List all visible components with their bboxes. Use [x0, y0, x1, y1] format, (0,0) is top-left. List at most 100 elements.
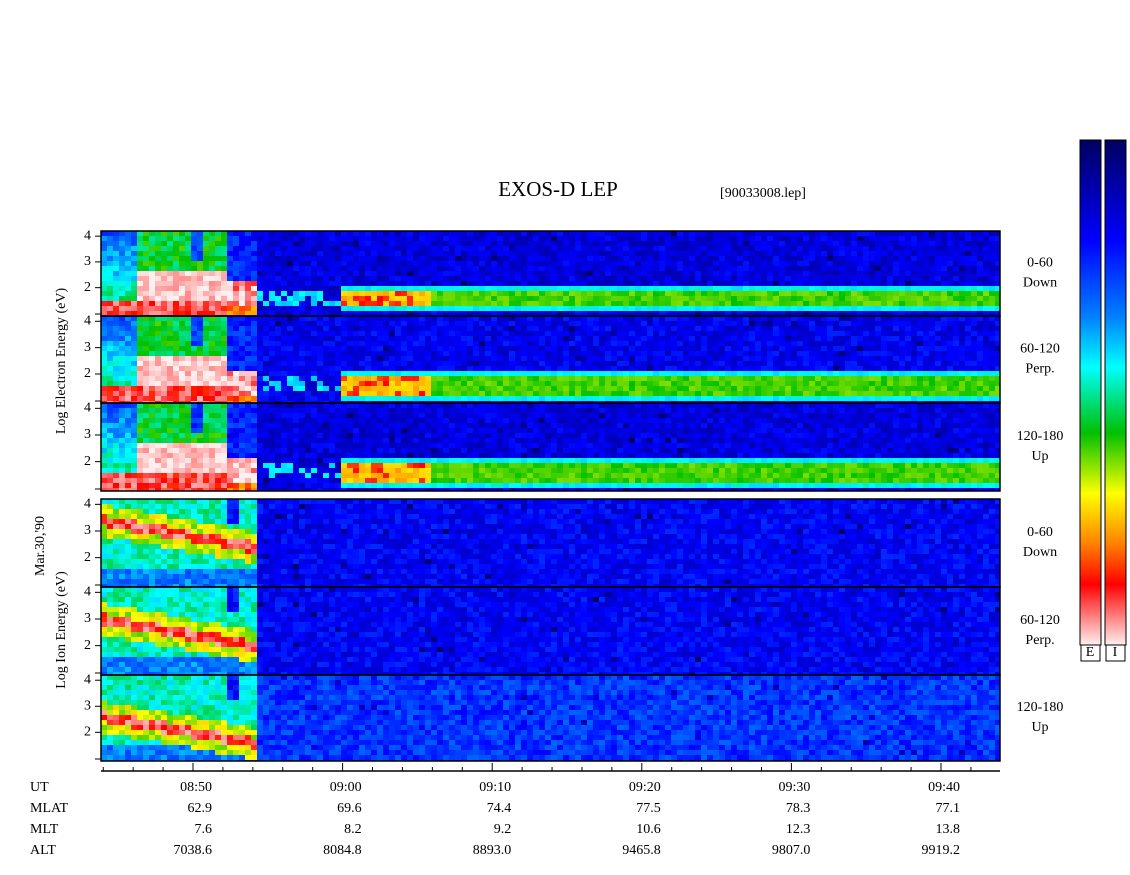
spectrogram-cell — [593, 231, 600, 237]
spectrogram-cell — [491, 261, 498, 267]
spectrogram-cell — [359, 401, 366, 404]
spectrogram-cell — [941, 231, 948, 237]
spectrogram-cell — [905, 316, 912, 322]
spectrogram-cell — [359, 306, 366, 312]
spectrogram-cell — [683, 371, 690, 377]
spectrogram-cell — [905, 276, 912, 282]
spectrogram-cell — [521, 336, 528, 342]
spectrogram-cell — [749, 276, 756, 282]
spectrogram-cell — [779, 266, 786, 272]
spectrogram-cell — [905, 296, 912, 302]
spectrogram-cell — [533, 306, 540, 312]
spectrogram-cell — [527, 251, 534, 257]
spectrogram-cell — [329, 286, 336, 292]
spectrogram-cell — [629, 271, 636, 277]
spectrogram-cell — [887, 356, 894, 362]
spectrogram-cell — [473, 231, 480, 237]
spectrogram-cell — [251, 401, 258, 404]
spectrogram-cell — [485, 391, 492, 397]
spectrogram-cell — [239, 316, 246, 322]
spectrogram-cell — [839, 371, 846, 377]
spectrogram-cell — [917, 261, 924, 267]
spectrogram-cell — [359, 326, 366, 332]
spectrogram-cell — [827, 316, 834, 322]
spectrogram-cell — [821, 331, 828, 337]
spectrogram-cell — [491, 296, 498, 302]
spectrogram-cell — [569, 241, 576, 247]
spectrogram-cell — [815, 371, 822, 377]
spectrogram-cell — [563, 276, 570, 282]
spectrogram-cell — [719, 361, 726, 367]
spectrogram-cell — [965, 251, 972, 257]
spectrogram-cell — [833, 316, 840, 322]
spectrogram-cell — [431, 356, 438, 362]
spectrogram-cell — [557, 396, 564, 402]
spectrogram-cell — [863, 236, 870, 242]
spectrogram-cell — [185, 371, 192, 377]
spectrogram-cell — [371, 306, 378, 312]
spectrogram-cell — [131, 246, 138, 252]
spectrogram-cell — [299, 236, 306, 242]
spectrogram-cell — [977, 246, 984, 252]
spectrogram-cell — [233, 356, 240, 362]
spectrogram-cell — [137, 381, 144, 387]
spectrogram-cell — [743, 266, 750, 272]
spectrogram-cell — [605, 326, 612, 332]
spectrogram-cell — [185, 266, 192, 272]
spectrogram-cell — [965, 241, 972, 247]
spectrogram-cell — [749, 356, 756, 362]
spectrogram-cell — [479, 286, 486, 292]
spectrogram-cell — [971, 296, 978, 302]
spectrogram-cell — [467, 251, 474, 257]
spectrogram-cell — [503, 296, 510, 302]
spectrogram-cell — [215, 361, 222, 367]
spectrogram-cell — [923, 256, 930, 262]
spectrogram-cell — [671, 336, 678, 342]
spectrogram-cell — [935, 306, 942, 312]
spectrogram-cell — [863, 316, 870, 322]
spectrogram-cell — [311, 321, 318, 327]
spectrogram-cell — [281, 396, 288, 402]
spectrogram-cell — [737, 236, 744, 242]
spectrogram-cell — [107, 271, 114, 277]
spectrogram-cell — [191, 311, 198, 317]
spectrogram-cell — [449, 386, 456, 392]
spectrogram-cell — [323, 396, 330, 402]
spectrogram-cell — [917, 301, 924, 307]
spectrogram-cell — [965, 286, 972, 292]
spectrogram-cell — [653, 286, 660, 292]
spectrogram-cell — [869, 251, 876, 257]
spectrogram-cell — [131, 361, 138, 367]
spectrogram-cell — [695, 351, 702, 357]
spectrogram-cell — [491, 396, 498, 402]
spectrogram-cell — [359, 316, 366, 322]
spectrogram-cell — [479, 241, 486, 247]
spectrogram-cell — [887, 361, 894, 367]
spectrogram-cell — [857, 246, 864, 252]
spectrogram-cell — [257, 331, 264, 337]
spectrogram-cell — [755, 301, 762, 307]
spectrogram-cell — [503, 266, 510, 272]
spectrogram-cell — [131, 251, 138, 257]
spectrogram-cell — [875, 306, 882, 312]
spectrogram-cell — [575, 341, 582, 347]
spectrogram-cell — [737, 246, 744, 252]
spectrogram-cell — [305, 356, 312, 362]
spectrogram-cell — [785, 316, 792, 322]
spectrogram-cell — [257, 341, 264, 347]
spectrogram-cell — [707, 346, 714, 352]
spectrogram-cell — [347, 391, 354, 397]
spectrogram-cell — [251, 266, 258, 272]
spectrogram-cell — [125, 246, 132, 252]
spectrogram-cell — [761, 371, 768, 377]
spectrogram-cell — [803, 331, 810, 337]
spectrogram-cell — [377, 236, 384, 242]
spectrogram-cell — [179, 351, 186, 357]
spectrogram-cell — [191, 306, 198, 312]
spectrogram-cell — [197, 256, 204, 262]
spectrogram-cell — [725, 336, 732, 342]
spectrogram-cell — [353, 386, 360, 392]
spectrogram-cell — [677, 246, 684, 252]
spectrogram-cell — [449, 246, 456, 252]
spectrogram-cell — [677, 376, 684, 382]
